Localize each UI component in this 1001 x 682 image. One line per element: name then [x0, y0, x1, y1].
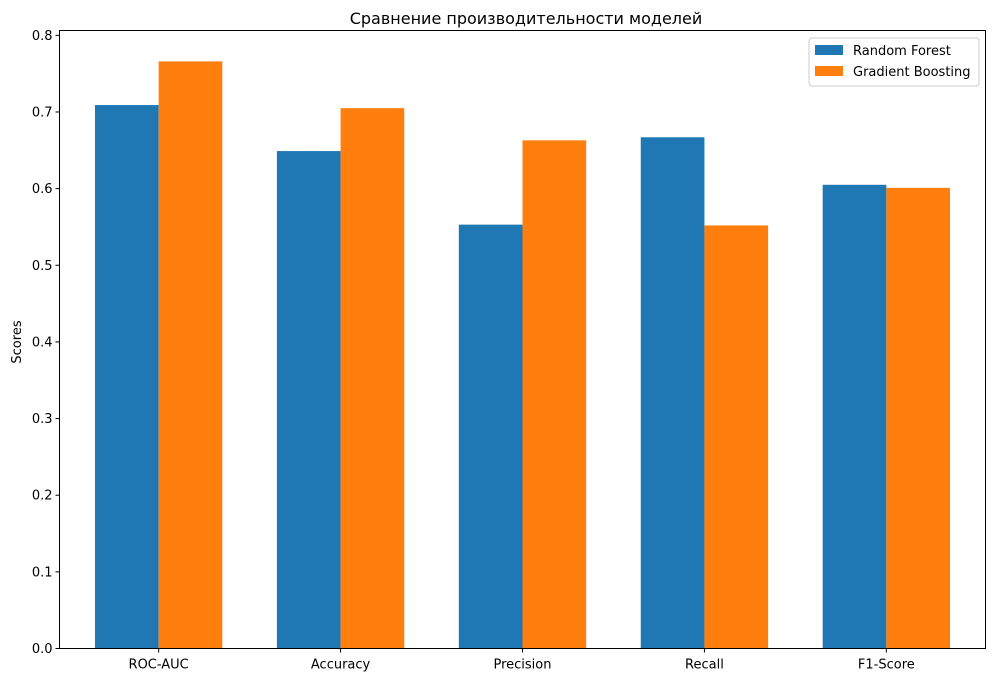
y-tick-label: 0.8 [32, 29, 53, 44]
bar-random-forest-precision [458, 224, 523, 649]
bar-random-forest-roc-auc [94, 105, 159, 649]
bar-random-forest-accuracy [276, 151, 341, 649]
legend-box [808, 37, 980, 87]
plot-frame [59, 30, 986, 649]
legend-swatch [815, 45, 843, 55]
legend: Random Forest Gradient Boosting [808, 37, 980, 87]
legend-label: Random Forest [853, 44, 951, 59]
y-tick-label: 0.6 [32, 182, 53, 197]
legend-label: Gradient Boosting [853, 65, 971, 80]
x-tick-label: F1-Score [858, 658, 915, 673]
y-tick-label: 0.7 [32, 105, 53, 120]
x-tick-label: ROC-AUC [129, 658, 189, 673]
y-tick-label: 0.0 [32, 642, 53, 657]
legend-swatch [815, 66, 843, 76]
x-tick-label: Precision [493, 658, 551, 673]
bar-gradient-boosting-accuracy [340, 108, 405, 649]
bar-random-forest-recall [640, 137, 705, 649]
bars-group [94, 61, 951, 649]
y-tick-label: 0.1 [32, 565, 53, 580]
bar-gradient-boosting-recall [704, 225, 769, 649]
y-tick-label: 0.5 [32, 259, 53, 274]
bar-gradient-boosting-f1-score [886, 187, 951, 649]
bar-random-forest-f1-score [822, 184, 887, 649]
y-axis: 0.0 0.1 0.2 0.3 0.4 0.5 0.6 0.7 0.8 [32, 29, 60, 657]
x-axis: ROC-AUC Accuracy Precision Recall F1-Score [129, 648, 915, 673]
x-tick-label: Accuracy [311, 658, 371, 673]
y-tick-label: 0.3 [32, 412, 53, 427]
y-axis-label: Scores [10, 320, 25, 363]
bar-gradient-boosting-roc-auc [158, 61, 223, 649]
y-tick-label: 0.2 [32, 489, 53, 504]
chart-title: Сравнение производительности моделей [350, 9, 703, 28]
x-tick-label: Recall [685, 658, 724, 673]
bar-gradient-boosting-precision [522, 140, 587, 649]
y-tick-label: 0.4 [32, 335, 53, 350]
